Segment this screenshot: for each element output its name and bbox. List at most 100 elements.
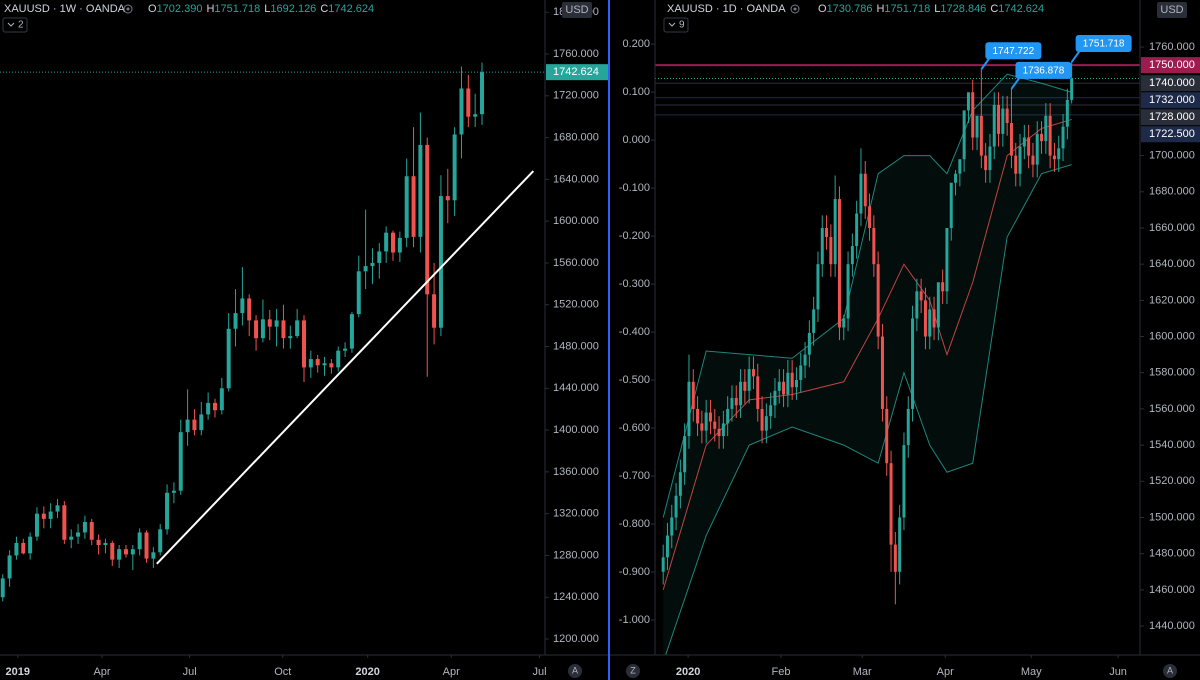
candle-body [178,432,183,491]
x-tick-label: Jul [183,666,197,678]
ohlc-key: H [206,3,214,15]
candle-body [786,372,790,395]
callout-label: 1747.722 [992,46,1034,57]
candle-body [144,532,149,559]
candle-body [730,398,734,409]
y-tick-label: 1520.000 [1149,475,1195,487]
candle-body [466,88,471,117]
last-price-label: 1742.624 [553,66,599,78]
candle-body [764,416,768,431]
candle-body [928,309,932,337]
candle-body [233,313,238,329]
scale-badge [626,664,640,678]
callout-label: 1736.878 [1023,66,1065,77]
candle-body [384,232,389,252]
y2-tick-label: 0.100 [622,86,650,98]
y-tick-label: 1460.000 [1149,584,1195,596]
candle-body [936,282,940,328]
candle-body [747,369,751,391]
candle-body [274,320,279,327]
y-tick-label: 1280.000 [553,549,599,561]
y-tick-label: 1400.000 [553,424,599,436]
candle-body [713,421,717,429]
candle-body [850,246,854,265]
candle-body [1031,155,1035,165]
scale-badge-label: A [572,665,578,675]
candle-body [868,206,872,228]
candle-body [829,237,833,265]
x-tick-label: Apr [93,666,110,678]
candle-body [247,298,252,321]
candle-body [700,423,704,431]
ohlc-value: 1751.718 [884,3,930,15]
candle-body [199,414,204,431]
candle-body [96,539,101,545]
candle-body [902,445,906,518]
candle-body [932,309,936,328]
ohlc-value: 1728.846 [940,3,986,15]
candle-body [833,199,837,265]
scale-badge-label: A [1167,665,1173,675]
x-tick-label: Mar [853,666,872,678]
candle-body [691,381,695,409]
candle-body [349,314,354,349]
candle-body [315,359,320,366]
pane-badge-label: 9 [679,20,685,31]
candle-body [717,428,721,437]
candle-body [404,176,409,238]
plot-layer [0,62,1140,655]
candle-body [0,578,5,598]
trendline [156,170,535,565]
candle-body [751,369,755,377]
chevron-icon [7,22,15,27]
candle-body [726,408,730,424]
candle-body [1001,108,1005,134]
candle-body [151,552,156,559]
plot-area [0,62,545,602]
y-tick-label: 1680.000 [1149,186,1195,198]
candle-body [734,398,738,406]
symbol-title: XAUUSD · 1W · OANDA [4,3,126,15]
eye-icon [123,4,133,14]
y-tick-label: 1520.000 [553,299,599,311]
callout-label: 1751.718 [1083,39,1125,50]
y2-tick-label: -1.000 [619,614,650,626]
candle-body [919,291,923,301]
band-upper [662,73,1072,518]
price-label: 1722.500 [1149,128,1195,140]
candle-body [756,376,760,409]
currency-badge [1157,2,1187,18]
callout-box [985,42,1042,60]
y-tick-label: 1640.000 [1149,258,1195,270]
ohlc-key: L [264,3,270,15]
ohlc-value: 1702.390 [157,3,203,15]
candle-body [1057,148,1061,160]
candle-body [670,517,674,536]
candle-body [117,549,122,560]
candle-body [267,319,272,327]
x-tick-label: Apr [443,666,460,678]
candle-body [219,388,224,411]
candle-body [445,196,450,201]
y-tick-label: 1480.000 [553,340,599,352]
y-tick-label: 1660.000 [1149,222,1195,234]
y-tick-label: 1540.000 [1149,439,1195,451]
candle-body [308,359,313,368]
y2-tick-label: -0.800 [619,518,650,530]
candle-body [1018,146,1022,174]
y-tick-label: 1200.000 [553,633,599,645]
eye-icon [790,4,800,14]
currency-badge [562,2,592,18]
candle-body [14,542,19,556]
candle-body [708,412,712,422]
candle-body [923,300,927,337]
x-tick-label: 2019 [6,666,30,678]
y2-tick-label: 0.000 [622,134,650,146]
candle-body [760,408,764,431]
y-tick-label: 1760.000 [553,48,599,60]
candle-body [281,320,286,339]
candle-body [397,237,402,253]
